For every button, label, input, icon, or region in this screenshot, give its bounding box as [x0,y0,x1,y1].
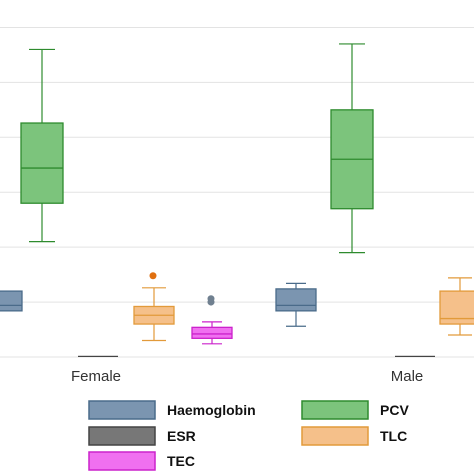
legend-item-haemoglobin: Haemoglobin [88,400,256,420]
legend-label: ESR [167,428,196,444]
legend-swatch [88,451,156,471]
haemoglobin-box-male [275,282,317,327]
legend-label: TEC [167,453,195,469]
box-iqr [275,288,317,312]
box-iqr [0,290,23,312]
category-labels: Female Male [71,368,423,385]
pcv-box-female [20,48,64,243]
legend-label: PCV [380,402,409,418]
tlc-box-male [439,277,474,336]
legend-label: Haemoglobin [167,402,256,418]
legend-swatch [88,426,156,446]
legend-label: TLC [380,428,407,444]
gridlines [0,26,474,358]
boxes [0,43,474,358]
haemoglobin-box-female [0,290,23,312]
pcv-box-male [330,43,374,254]
legend-item-esr: ESR [88,426,196,446]
tec-box-female [191,295,233,345]
legend: Haemoglobin ESR TEC PCV TLC [88,400,409,471]
legend-swatch [88,400,156,420]
legend-item-tec: TEC [88,451,195,471]
legend-swatch [301,426,369,446]
box-iqr [191,326,233,339]
tlc-box-female [133,272,175,342]
legend-item-tlc: TLC [301,426,407,446]
category-label-female: Female [71,368,121,385]
outlier-point [207,295,215,303]
category-label-male: Male [391,368,424,385]
box-iqr [20,122,64,204]
outlier-point [149,272,157,280]
legend-item-pcv: PCV [301,400,409,420]
legend-swatch [301,400,369,420]
